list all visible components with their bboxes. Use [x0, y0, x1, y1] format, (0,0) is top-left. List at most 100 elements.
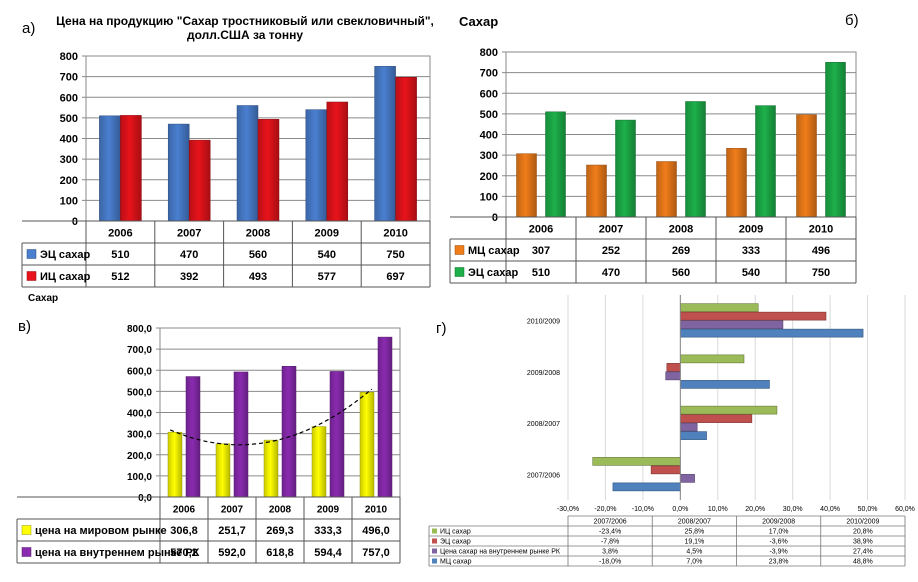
chart-a-title-line1: Цена на продукцию "Сахар тростниковый ил…: [56, 14, 434, 28]
chart-b-bar: [545, 111, 566, 218]
chart-v-y-tick-label: 700,0: [127, 345, 152, 356]
chart-a-title: Цена на продукцию "Сахар тростниковый ил…: [55, 14, 435, 42]
chart-a-bar: [99, 115, 121, 222]
chart-b-bar: [685, 101, 706, 218]
chart-v-x-tick-label: 2008: [269, 504, 292, 515]
chart-b-y-tick-label: 0: [492, 212, 498, 224]
chart-g-data-label: 23,8%: [769, 559, 789, 566]
chart-g-y-tick-label: 2009/2008: [527, 370, 560, 377]
chart-b-x-tick-label: 2006: [529, 223, 553, 235]
chart-v-bar: [329, 371, 345, 498]
chart-b-data-label: 560: [672, 267, 690, 279]
chart-a-legend-label: ИЦ сахар: [40, 271, 91, 283]
chart-g-table-header: 2008/2007: [678, 519, 711, 526]
chart-b-legend-swatch: [454, 245, 465, 255]
chart-v-bar: [281, 366, 297, 498]
chart-g-data-label: -3,6%: [769, 539, 787, 546]
chart-b-data-label: 307: [532, 245, 550, 257]
chart-a-bar: [236, 105, 259, 222]
chart-a-y-tick-label: 700: [60, 72, 78, 84]
chart-a-x-tick-label: 2010: [383, 227, 407, 239]
chart-g-bar: [680, 311, 827, 321]
chart-v-y-tick-label: 300,0: [127, 430, 152, 441]
chart-g-legend-label: МЦ сахар: [440, 559, 472, 566]
chart-a-y-tick-label: 300: [60, 154, 78, 166]
chart-g-legend-label: ИЦ сахар: [440, 529, 471, 536]
chart-a-data-label: 470: [180, 249, 198, 261]
chart-g-data-label: 38,9%: [853, 539, 873, 546]
chart-v-data-label: 592,0: [218, 547, 246, 559]
chart-v-bar: [377, 336, 393, 498]
chart-b-data-label: 252: [602, 245, 620, 257]
chart-a-y-tick-label: 100: [60, 195, 78, 207]
chart-a-x-tick-label: 2007: [177, 227, 201, 239]
chart-v-x-tick-label: 2007: [221, 504, 244, 515]
chart-a-legend-swatch: [26, 249, 37, 259]
chart-a-bar: [374, 66, 396, 222]
chart-a-bar: [120, 115, 142, 222]
chart-g-bar: [680, 431, 707, 440]
chart-g-legend-swatch: [432, 528, 437, 534]
chart-b-y-tick-label: 500: [480, 109, 498, 121]
chart-b-x-tick-label: 2009: [739, 223, 763, 235]
chart-b-data-label: 269: [672, 245, 690, 257]
chart-g-data-label: 27,4%: [853, 549, 873, 556]
chart-v-y-tick-label: 0,0: [138, 493, 152, 504]
chart-g-x-tick-label: 60,0%: [895, 506, 915, 513]
chart-a-x-tick-label: 2009: [315, 227, 339, 239]
chart-v-legend-label: цена на внутреннем рынке РК: [35, 547, 200, 559]
chart-g-x-tick-label: 10,0%: [708, 506, 728, 513]
chart-b-y-tick-label: 300: [480, 150, 498, 162]
chart-v-x-tick-label: 2010: [365, 504, 388, 515]
chart-a-bar: [326, 101, 349, 222]
chart-g-bar: [592, 457, 681, 466]
chart-a-y-tick-label: 600: [60, 92, 78, 104]
chart-b-x-tick-label: 2007: [599, 223, 623, 235]
chart-g-data-label: -3,9%: [769, 549, 787, 556]
chart-v-y-tick-label: 200,0: [127, 451, 152, 462]
chart-v-data-label: 269,3: [266, 525, 294, 537]
chart-a-legend-swatch: [26, 271, 37, 281]
chart-b-legend-swatch: [454, 267, 465, 277]
panel-label-a: а): [22, 20, 36, 37]
chart-g-legend-swatch: [432, 558, 437, 564]
chart-g-y-tick-label: 2007/2006: [527, 472, 560, 479]
chart-a-y-tick-label: 800: [60, 51, 78, 63]
chart-g-data-label: 19,1%: [684, 539, 704, 546]
chart-g-legend-swatch: [432, 538, 437, 544]
chart-g-bar: [650, 465, 681, 475]
chart-g-legend-label: Цена сахар на внутреннем рынке РК: [440, 549, 561, 556]
chart-g-table-header: 2007/2006: [594, 519, 627, 526]
chart-a-legend-label: ЭЦ сахар: [40, 249, 91, 261]
chart-a-data-label: 392: [180, 271, 198, 283]
chart-g-bar: [680, 414, 753, 423]
chart-b-bar: [726, 148, 747, 218]
chart-b-data-label: 470: [602, 267, 620, 279]
chart-b-bar: [656, 161, 677, 218]
chart-b-y-tick-label: 800: [480, 47, 498, 59]
chart-a-bar: [257, 119, 280, 222]
chart-g-table-header: 2009/2008: [762, 519, 795, 526]
chart-g-data-label: 48,8%: [853, 559, 873, 566]
chart-b-bar: [825, 62, 846, 218]
chart-a-x-tick-label: 2006: [108, 227, 132, 239]
chart-b-legend-label: МЦ сахар: [468, 245, 520, 257]
chart-g-data-label: 25,8%: [684, 529, 704, 536]
chart-a-y-tick-label: 0: [72, 216, 78, 228]
chart-b-y-tick-label: 700: [480, 68, 498, 80]
chart-b-bar: [516, 153, 537, 218]
chart-v-legend-label: цена на мировом рынке: [35, 525, 167, 537]
chart-g-x-tick-label: -30,0%: [557, 506, 579, 513]
chart-v-data-label: 594,4: [314, 547, 342, 559]
chart-v-data-label: 757,0: [362, 547, 390, 559]
chart-g-x-tick-label: 50,0%: [858, 506, 878, 513]
chart-v-bar: [233, 371, 249, 498]
chart-v-y-tick-label: 600,0: [127, 366, 152, 377]
chart-g-y-tick-label: 2010/2009: [527, 319, 560, 326]
chart-v-x-tick-label: 2009: [317, 504, 340, 515]
chart-b-bar: [615, 119, 636, 218]
chart-v-trendline: [169, 388, 373, 446]
chart-a-y-tick-label: 400: [60, 134, 78, 146]
chart-g-y-tick-label: 2008/2007: [527, 421, 560, 428]
